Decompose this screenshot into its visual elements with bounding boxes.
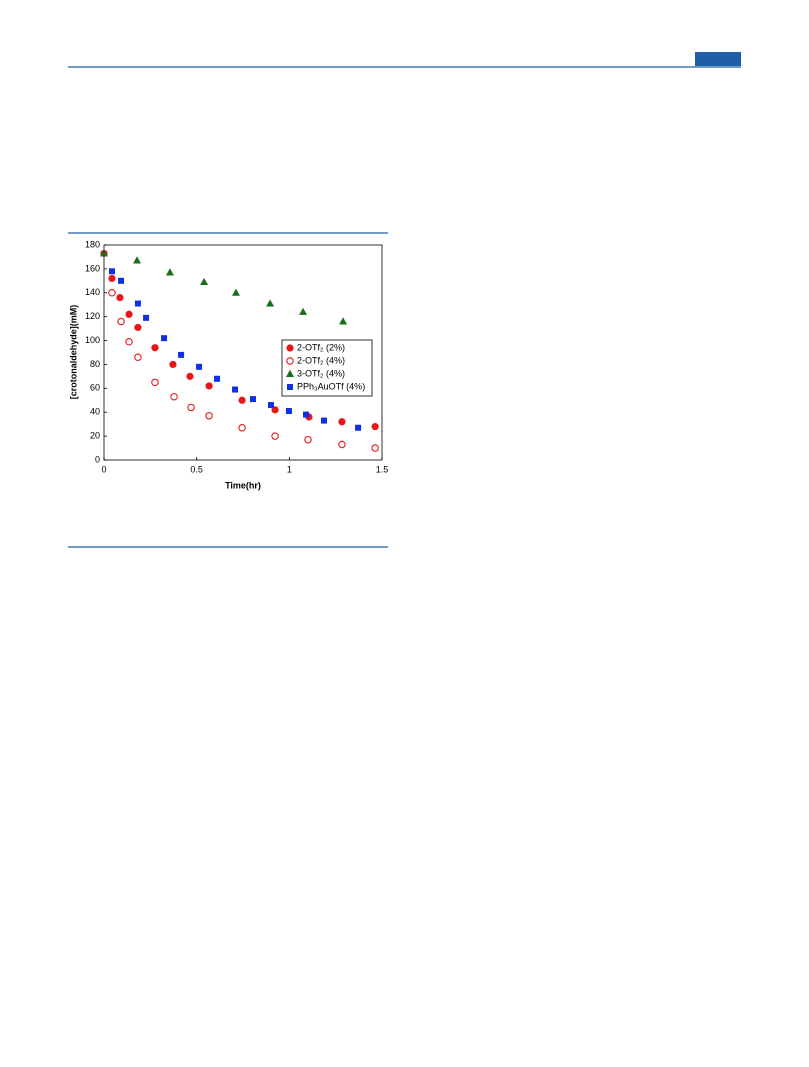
marker xyxy=(371,444,379,452)
y-tick-label: 100 xyxy=(85,335,100,345)
y-tick-label: 20 xyxy=(90,430,100,440)
marker xyxy=(287,384,293,390)
marker xyxy=(304,435,312,444)
marker xyxy=(108,289,116,297)
marker xyxy=(371,422,379,431)
marker xyxy=(232,386,239,393)
plot-frame xyxy=(103,244,383,461)
marker xyxy=(178,351,185,358)
marker xyxy=(186,372,194,380)
marker xyxy=(286,344,294,352)
marker xyxy=(338,418,346,426)
marker xyxy=(125,310,133,318)
legend-label: 2-OTf₂ (2%) xyxy=(297,342,345,352)
x-tick-label: 0 xyxy=(101,464,106,474)
marker xyxy=(100,249,108,257)
marker xyxy=(196,363,203,370)
legend-box xyxy=(281,339,373,397)
marker xyxy=(338,440,346,449)
marker xyxy=(214,375,221,382)
header-tab xyxy=(695,52,741,66)
marker xyxy=(134,300,141,307)
y-tick-label: 60 xyxy=(90,383,100,393)
marker xyxy=(143,314,150,321)
marker xyxy=(355,424,362,431)
legend-label: 2-OTf₂ (4%) xyxy=(297,355,345,365)
marker xyxy=(231,288,240,296)
y-tick-label: 120 xyxy=(85,311,100,321)
marker xyxy=(266,299,275,307)
marker xyxy=(134,323,142,332)
marker xyxy=(238,396,246,404)
marker xyxy=(117,317,125,326)
marker xyxy=(286,369,294,377)
legend-label: PPh₃AuOTf (4%) xyxy=(297,381,365,391)
marker xyxy=(125,337,133,346)
marker xyxy=(267,402,274,409)
y-tick-label: 40 xyxy=(90,407,100,417)
marker xyxy=(151,378,159,387)
marker xyxy=(303,411,310,418)
marker xyxy=(285,408,292,415)
marker xyxy=(250,396,257,403)
marker xyxy=(200,277,209,286)
marker xyxy=(116,293,124,302)
marker xyxy=(134,353,142,362)
marker xyxy=(132,256,141,264)
marker xyxy=(339,317,348,325)
y-axis-label: [crotonaldehyde](mM) xyxy=(68,305,78,400)
marker xyxy=(118,277,125,284)
legend-label: 3-OTf₂ (4%) xyxy=(297,368,345,378)
y-tick-label: 80 xyxy=(90,359,100,369)
marker xyxy=(299,307,308,315)
marker xyxy=(170,392,178,401)
x-tick-label: 0.5 xyxy=(190,464,203,474)
marker xyxy=(320,417,327,424)
x-tick-label: 1.5 xyxy=(376,464,389,474)
marker xyxy=(286,357,294,365)
marker xyxy=(271,432,279,440)
y-tick-label: 140 xyxy=(85,287,100,297)
y-tick-label: 180 xyxy=(85,239,100,249)
marker xyxy=(151,344,159,352)
marker xyxy=(238,423,246,432)
marker xyxy=(165,268,174,276)
marker xyxy=(108,274,116,283)
marker xyxy=(108,268,115,275)
y-tick-label: 0 xyxy=(95,454,100,464)
x-tick-label: 1 xyxy=(287,464,292,474)
marker xyxy=(205,382,213,390)
marker xyxy=(161,335,168,342)
marker xyxy=(205,412,213,420)
marker xyxy=(169,360,177,369)
y-tick-label: 160 xyxy=(85,263,100,273)
marker xyxy=(187,403,195,412)
x-axis-label: Time(hr) xyxy=(225,480,261,490)
